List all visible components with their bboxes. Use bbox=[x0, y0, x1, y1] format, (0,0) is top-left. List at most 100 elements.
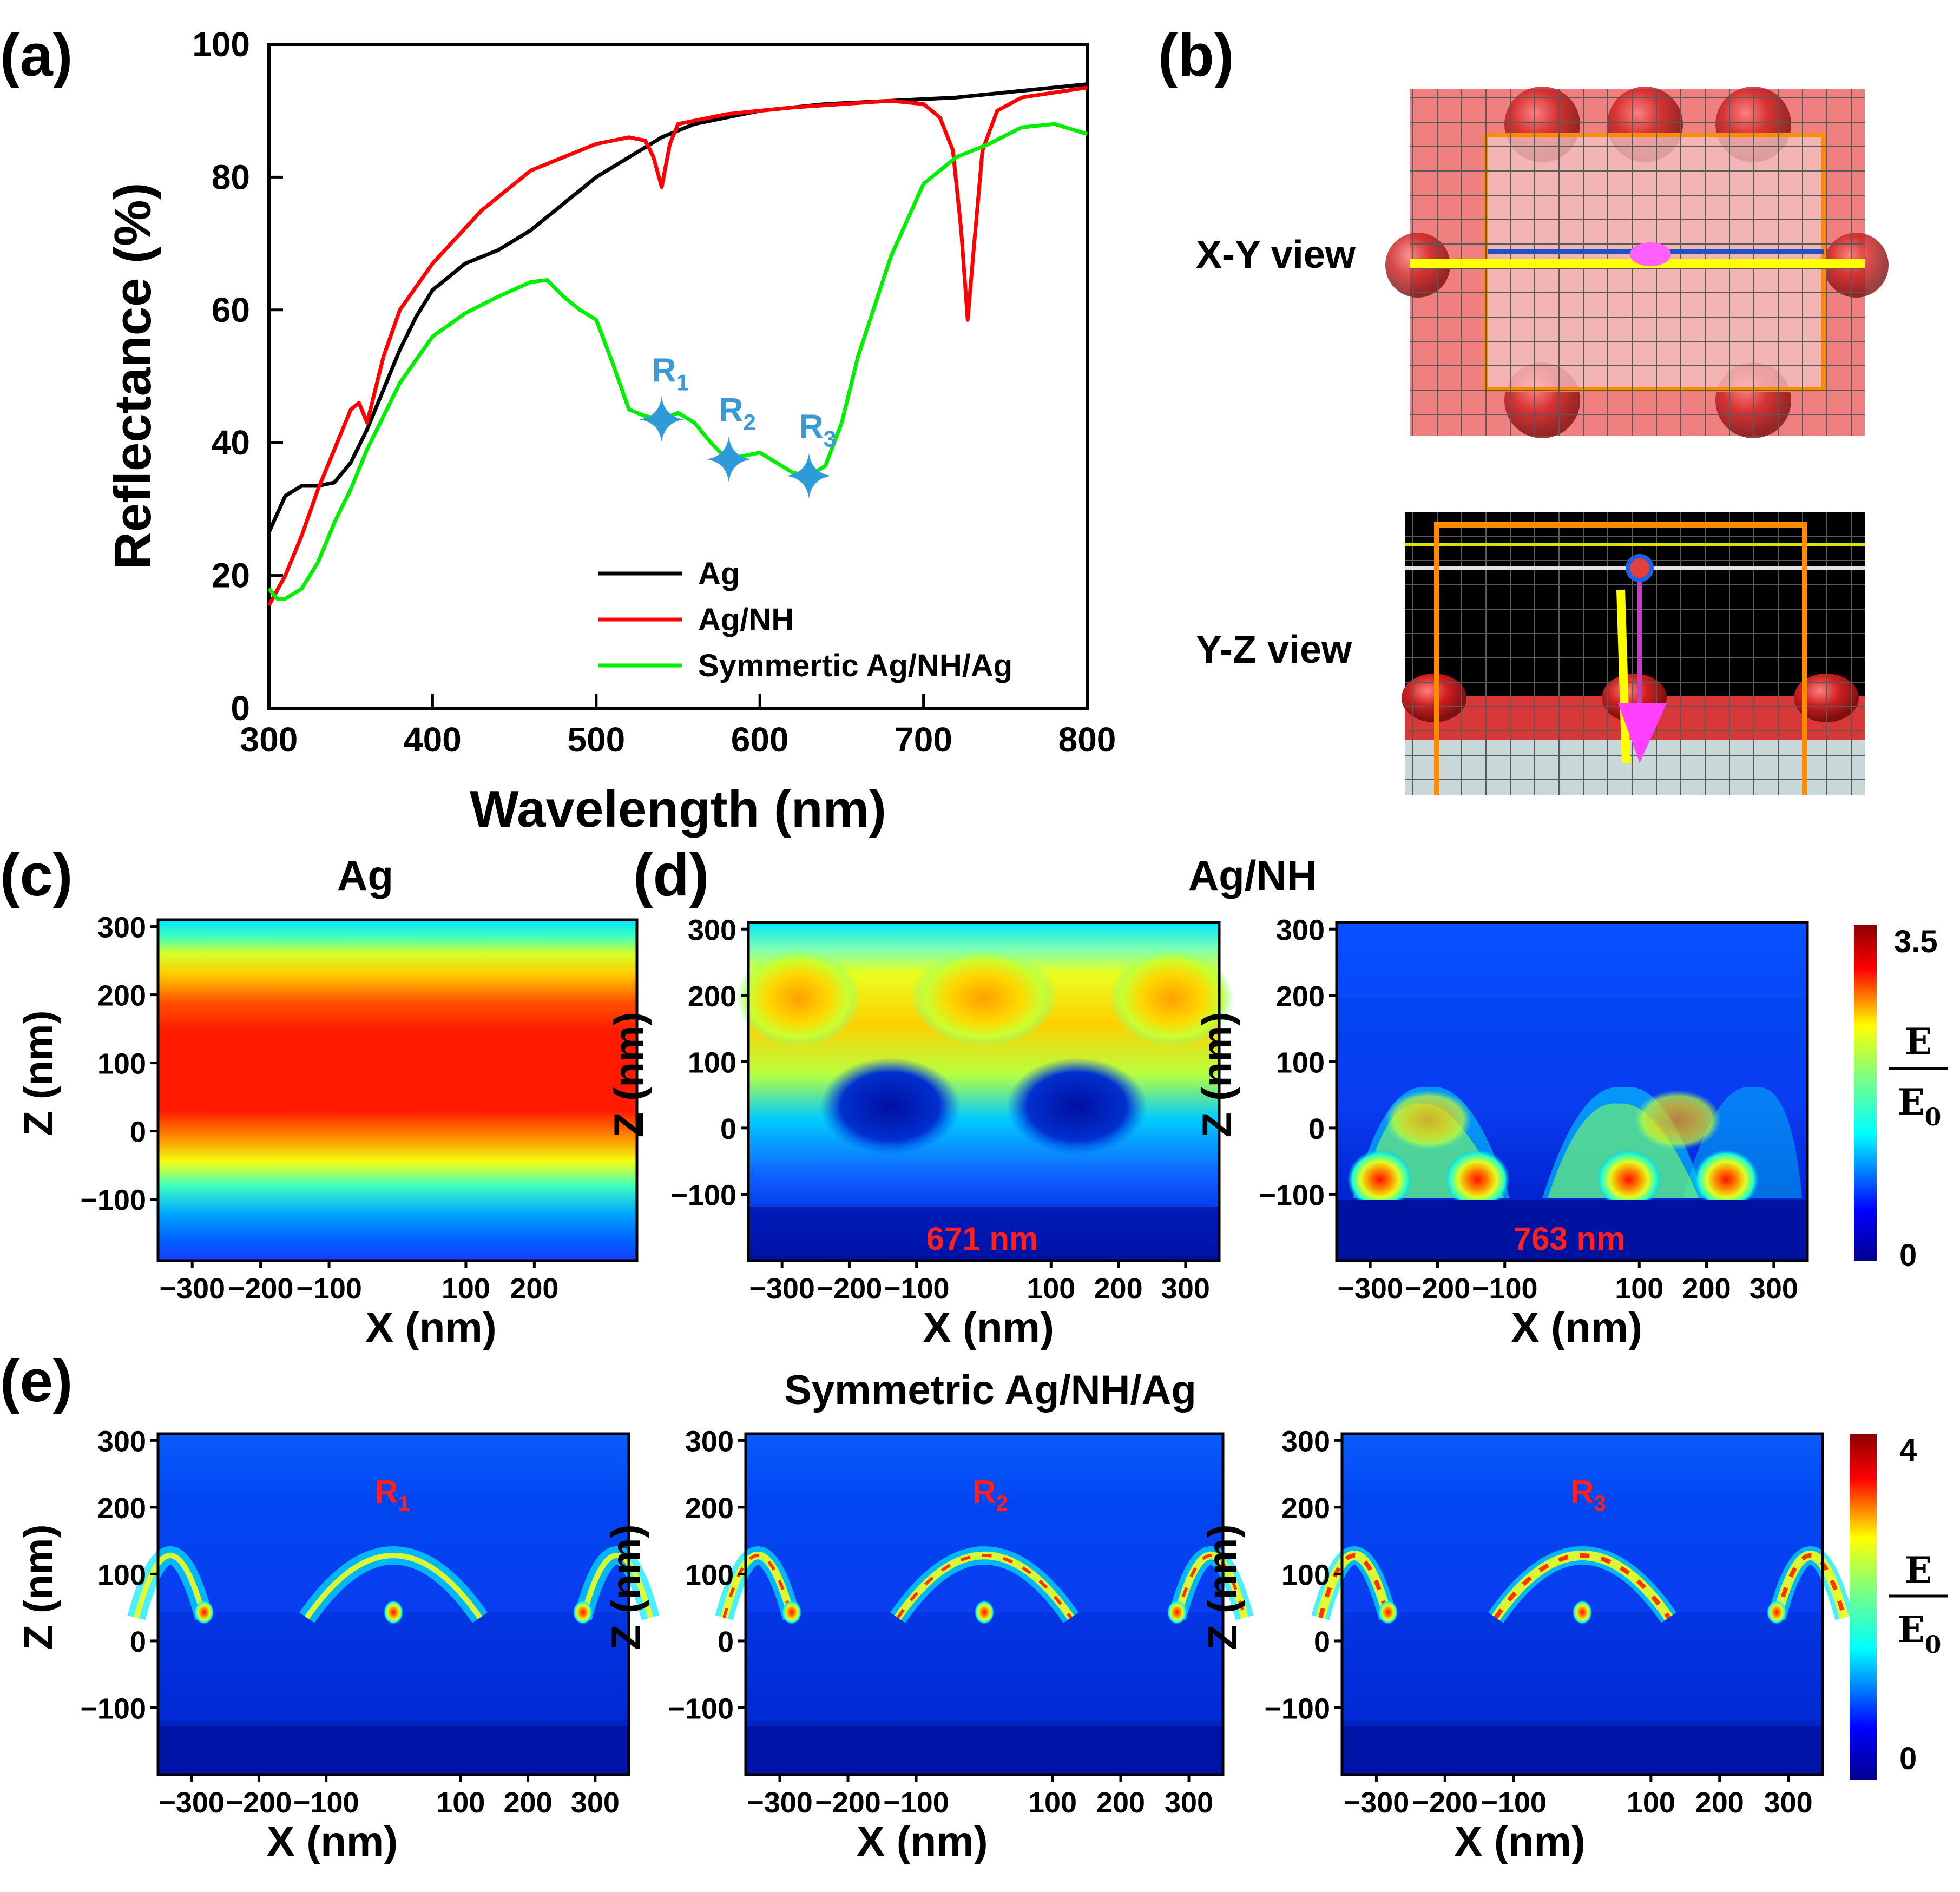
map-x-tick-label: 200 bbox=[504, 1786, 553, 1819]
y-tick-label: 0 bbox=[231, 689, 250, 728]
colorbar-d-min: 0 bbox=[1899, 1238, 1917, 1273]
map-frame bbox=[1335, 921, 1809, 1262]
colorbar-d-den-sub: 0 bbox=[1925, 1104, 1942, 1131]
map-y-tick-label: 200 bbox=[688, 980, 736, 1013]
map-y-tick-label: 300 bbox=[685, 1425, 734, 1458]
map-x-tick-label: −200 bbox=[817, 1273, 883, 1305]
map-frame bbox=[747, 921, 1221, 1262]
x-axis-label: Wavelength (nm) bbox=[470, 780, 886, 838]
map-y-axis-label: Z (nm) bbox=[603, 1524, 649, 1650]
map-x-tick-label: −300 bbox=[159, 1273, 225, 1305]
heatmap-ag-nh-763 bbox=[1337, 922, 1807, 1261]
map-y-tick-label: 200 bbox=[1281, 1492, 1330, 1525]
series-line-0 bbox=[267, 82, 1088, 533]
panel-label-c: (c) bbox=[0, 842, 73, 908]
map-x-tick-label: 200 bbox=[1096, 1786, 1145, 1819]
map-y-tick-label: 300 bbox=[1276, 914, 1325, 946]
star-marker-2 bbox=[706, 436, 752, 482]
map-frame bbox=[744, 1432, 1225, 1776]
heatmap-symmetric-3 bbox=[1311, 1434, 1853, 1775]
map-y-tick-label: 300 bbox=[97, 912, 146, 944]
star-marker-3 bbox=[786, 453, 832, 499]
heatmap-ag bbox=[158, 920, 637, 1261]
map-x-tick-label: −300 bbox=[747, 1786, 813, 1819]
y-tick-label: 20 bbox=[212, 556, 250, 595]
map-x-tick-label: 200 bbox=[1094, 1273, 1143, 1305]
map-x-tick-label: 300 bbox=[571, 1786, 620, 1819]
map-x-tick-label: 200 bbox=[510, 1273, 558, 1305]
plot-frame bbox=[267, 43, 1089, 710]
simulation-schematic: X-Y view Y-Z view bbox=[1196, 87, 1889, 795]
map-x-tick-label: 100 bbox=[442, 1273, 490, 1305]
map-y-tick-label: 200 bbox=[97, 980, 146, 1012]
panel-label-d: (d) bbox=[633, 842, 709, 908]
map-y-tick-label: −100 bbox=[80, 1692, 146, 1725]
heatmap-symmetric-2 bbox=[715, 1434, 1254, 1775]
map-y-axis-label: Z (nm) bbox=[1200, 1524, 1246, 1650]
map-y-tick-label: 300 bbox=[97, 1425, 146, 1458]
map-y-tick-label: 100 bbox=[685, 1559, 734, 1591]
x-tick-label: 500 bbox=[567, 720, 625, 759]
colorbar-d-den: E bbox=[1898, 1081, 1925, 1123]
map-y-tick-label: 200 bbox=[1276, 980, 1325, 1013]
map-y-tick-label: 0 bbox=[130, 1626, 146, 1658]
map-x-tick-label: 100 bbox=[1027, 1273, 1075, 1305]
map-x-axis-label: X (nm) bbox=[1454, 1817, 1586, 1865]
map-x-tick-label: −100 bbox=[1481, 1786, 1547, 1819]
map-x-tick-label: −100 bbox=[296, 1273, 362, 1305]
map-y-tick-label: −100 bbox=[1264, 1692, 1330, 1725]
marker-label-1: R1 bbox=[652, 352, 689, 395]
legend-label-0: Ag bbox=[698, 556, 740, 591]
x-tick-label: 600 bbox=[731, 720, 789, 759]
map-x-tick-label: 100 bbox=[1615, 1273, 1663, 1305]
yz-view-label: Y-Z view bbox=[1196, 628, 1352, 671]
map-x-tick-label: 100 bbox=[1627, 1786, 1675, 1819]
map-y-tick-label: 0 bbox=[718, 1626, 734, 1658]
map-y-tick-label: 200 bbox=[685, 1492, 734, 1525]
marker-label-3: R3 bbox=[799, 408, 836, 452]
colorbar-d: 3.5 0 E E 0 bbox=[1854, 924, 1948, 1273]
title-ag-nh: Ag/NH bbox=[1188, 852, 1317, 899]
map-y-tick-label: 100 bbox=[1281, 1559, 1330, 1591]
panel-label-a: (a) bbox=[0, 22, 73, 89]
x-tick-label: 300 bbox=[240, 720, 298, 759]
map-x-tick-label: 300 bbox=[1161, 1273, 1210, 1305]
annotation-671: 671 nm bbox=[926, 1221, 1038, 1257]
colorbar-e: 4 0 E E 0 bbox=[1850, 1433, 1948, 1780]
map-x-tick-label: −100 bbox=[1472, 1273, 1538, 1305]
map-y-tick-label: 0 bbox=[1308, 1113, 1325, 1145]
colorbar-e-den: E bbox=[1898, 1608, 1925, 1651]
map-y-tick-label: 0 bbox=[1314, 1626, 1330, 1658]
map-x-tick-label: −100 bbox=[883, 1786, 949, 1819]
map-y-axis-label: Z (nm) bbox=[16, 1010, 62, 1136]
map-frame bbox=[1340, 1432, 1824, 1776]
map-x-tick-label: −300 bbox=[1344, 1786, 1410, 1819]
map-y-tick-label: 200 bbox=[97, 1492, 146, 1525]
colorbar-e-min: 0 bbox=[1899, 1741, 1917, 1776]
map-x-tick-label: −200 bbox=[228, 1273, 294, 1305]
map-y-tick-label: −100 bbox=[80, 1184, 146, 1217]
map-x-tick-label: 300 bbox=[1165, 1786, 1213, 1819]
y-tick-label: 60 bbox=[212, 291, 250, 329]
x-tick-label: 700 bbox=[895, 720, 952, 759]
colorbar-d-max: 3.5 bbox=[1894, 924, 1938, 959]
heatmap-symmetric-1 bbox=[127, 1434, 660, 1775]
map-x-axis-label: X (nm) bbox=[267, 1817, 398, 1865]
map-x-tick-label: 300 bbox=[1764, 1786, 1813, 1819]
y-tick-label: 100 bbox=[192, 25, 250, 64]
x-tick-label: 400 bbox=[404, 720, 462, 759]
annotation-763: 763 nm bbox=[1514, 1221, 1626, 1257]
map-y-tick-label: 100 bbox=[1276, 1046, 1325, 1079]
map-x-tick-label: 200 bbox=[1682, 1273, 1731, 1305]
yz-view-image bbox=[1402, 512, 1865, 795]
map-x-axis-label: X (nm) bbox=[365, 1303, 497, 1351]
panel-label-b: (b) bbox=[1158, 22, 1234, 89]
map-y-tick-label: −100 bbox=[1259, 1179, 1325, 1211]
y-tick-label: 40 bbox=[212, 423, 250, 462]
map-y-tick-label: −100 bbox=[670, 1179, 736, 1211]
colorbar-e-num: E bbox=[1905, 1549, 1932, 1591]
